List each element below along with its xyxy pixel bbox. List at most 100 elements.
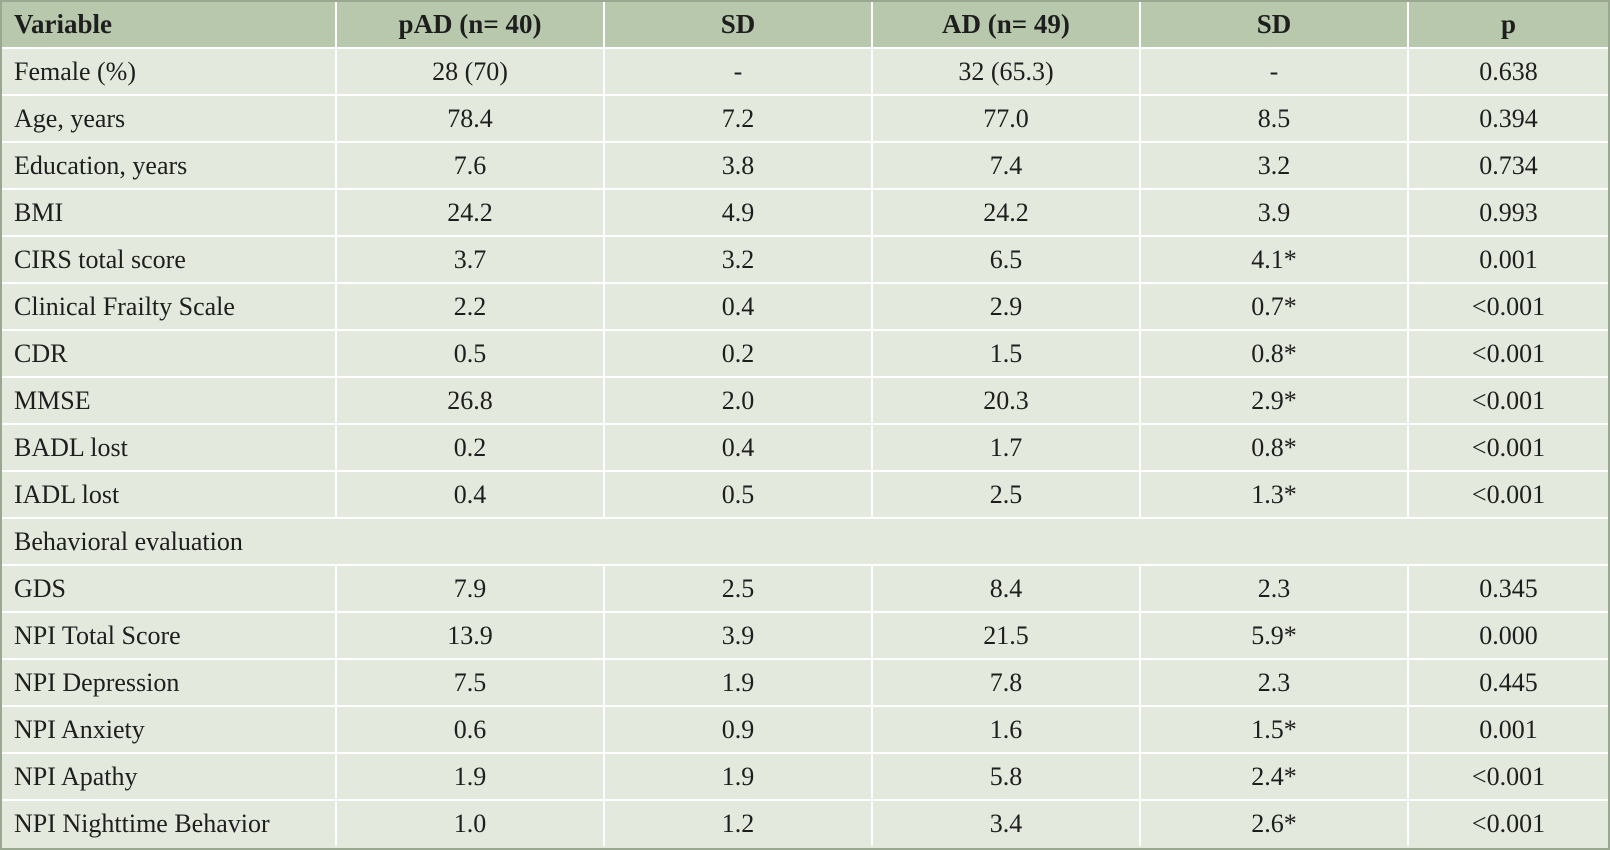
cell-pad-mean: 7.9 xyxy=(336,565,605,613)
table-row: NPI Anxiety 0.6 0.9 1.6 1.5* 0.001 xyxy=(2,706,1608,754)
cell-ad-sd: 0.8* xyxy=(1140,424,1409,472)
cell-ad-sd: 2.3 xyxy=(1140,659,1409,707)
cell-pad-sd: 0.4 xyxy=(604,283,873,331)
cell-ad-mean: 20.3 xyxy=(872,377,1141,425)
cell-pad-sd: 2.0 xyxy=(604,377,873,425)
cell-variable: IADL lost xyxy=(2,471,337,519)
cell-pad-mean: 0.4 xyxy=(336,471,605,519)
cell-ad-sd: 2.9* xyxy=(1140,377,1409,425)
cell-ad-sd: 8.5 xyxy=(1140,95,1409,143)
table-row: Age, years 78.4 7.2 77.0 8.5 0.394 xyxy=(2,95,1608,143)
cell-pad-mean: 1.9 xyxy=(336,753,605,801)
cell-p-value: <0.001 xyxy=(1471,808,1546,838)
cell-variable: Clinical Frailty Scale xyxy=(2,283,337,331)
cell-pad-sd: 3.8 xyxy=(604,142,873,190)
cell-variable: GDS xyxy=(2,565,337,613)
cell-p-value: <0.001 xyxy=(1408,471,1608,519)
cell-pad-mean: 26.8 xyxy=(336,377,605,425)
table-row: IADL lost 0.4 0.5 2.5 1.3* <0.001 xyxy=(2,471,1608,519)
cell-ad-mean: 8.4 xyxy=(872,565,1141,613)
cell-ad-mean: 77.0 xyxy=(872,95,1141,143)
cell-ad-mean: 6.5 xyxy=(872,236,1141,284)
cell-p-value: <0.001 xyxy=(1408,424,1608,472)
cell-ad-sd: 1.3* xyxy=(1140,471,1409,519)
table-row: CIRS total score 3.7 3.2 6.5 4.1* 0.001 xyxy=(2,236,1608,284)
cell-pad-mean: 7.5 xyxy=(336,659,605,707)
table-row: NPI Total Score 13.9 3.9 21.5 5.9* 0.000 xyxy=(2,612,1608,660)
cell-ad-mean: 24.2 xyxy=(872,189,1141,237)
cell-variable: Female (%) xyxy=(2,48,337,96)
cell-pad-mean: 7.6 xyxy=(336,142,605,190)
header-pad-sd: SD xyxy=(604,2,873,49)
cell-pad-mean: 78.4 xyxy=(336,95,605,143)
cell-pad-sd: 1.9 xyxy=(604,659,873,707)
section-label: Behavioral evaluation xyxy=(2,518,1608,566)
cell-variable: BADL lost xyxy=(2,424,337,472)
cell-ad-mean: 1.5 xyxy=(872,330,1141,378)
cell-variable: NPI Anxiety xyxy=(2,706,337,754)
table-section-row: Behavioral evaluation xyxy=(2,518,1608,566)
cell-variable: MMSE xyxy=(2,377,337,425)
table-row: MMSE 26.8 2.0 20.3 2.9* <0.001 xyxy=(2,377,1608,425)
cell-pad-sd: 1.9 xyxy=(604,753,873,801)
cell-variable: CDR xyxy=(2,330,337,378)
cell-ad-mean: 3.4 xyxy=(872,800,1141,846)
cell-ad-mean: 21.5 xyxy=(872,612,1141,660)
cell-ad-sd: 2.4* xyxy=(1140,753,1409,801)
cell-ad-mean: 5.8 xyxy=(872,753,1141,801)
cell-p-value: 0.001 xyxy=(1408,706,1608,754)
cell-p-value: 0.993 xyxy=(1408,189,1608,237)
cell-pad-mean: 0.2 xyxy=(336,424,605,472)
table-row: NPI Apathy 1.9 1.9 5.8 2.4* <0.001 xyxy=(2,753,1608,801)
cell-p-value: 0.345 xyxy=(1408,565,1608,613)
cell-pad-sd: 7.2 xyxy=(604,95,873,143)
table-row: CDR 0.5 0.2 1.5 0.8* <0.001 xyxy=(2,330,1608,378)
cell-ad-mean: 2.9 xyxy=(872,283,1141,331)
cell-pad-sd: 4.9 xyxy=(604,189,873,237)
header-ad-sd: SD xyxy=(1140,2,1409,49)
cell-ad-sd: 2.3 xyxy=(1140,565,1409,613)
cell-ad-mean: 2.5 xyxy=(872,471,1141,519)
cell-ad-mean: 1.6 xyxy=(872,706,1141,754)
cell-ad-mean: 32 (65.3) xyxy=(872,48,1141,96)
cell-p-value: 0.394 xyxy=(1408,95,1608,143)
cell-ad-mean: 7.4 xyxy=(872,142,1141,190)
cell-p-value: 0.445 xyxy=(1408,659,1608,707)
table-header-row: Variable pAD (n= 40) SD AD (n= 49) SD p xyxy=(2,2,1608,49)
cell-variable: NPI Total Score xyxy=(2,612,337,660)
cell-pad-sd: 1.2 xyxy=(604,800,873,846)
cell-pad-sd: 3.2 xyxy=(604,236,873,284)
cell-ad-mean: 1.7 xyxy=(872,424,1141,472)
header-pad: pAD (n= 40) xyxy=(336,2,605,49)
header-p: p xyxy=(1408,2,1608,49)
cell-p-value: 0.000 xyxy=(1408,612,1608,660)
table-row: NPI Nighttime Behavior 1.0 1.2 3.4 2.6* <0.00… xyxy=(2,800,1608,846)
cell-pad-mean: 1.0 xyxy=(336,800,605,846)
cell-pad-mean: 24.2 xyxy=(336,189,605,237)
cell-pad-sd: 0.5 xyxy=(604,471,873,519)
cell-ad-sd: 1.5* xyxy=(1140,706,1409,754)
cell-p-value: <0.001 xyxy=(1408,753,1608,801)
cell-ad-sd: 5.9* xyxy=(1140,612,1409,660)
cell-pad-mean: 2.2 xyxy=(336,283,605,331)
cell-pad-mean: 0.6 xyxy=(336,706,605,754)
cell-variable: Age, years xyxy=(2,95,337,143)
cell-p-value: <0.001 xyxy=(1408,377,1608,425)
cell-variable: NPI Nighttime Behavior xyxy=(2,800,337,846)
cell-ad-sd: - xyxy=(1140,48,1409,96)
cell-variable: Education, years xyxy=(2,142,337,190)
cell-pad-mean: 13.9 xyxy=(336,612,605,660)
cell-ad-sd: 0.7* xyxy=(1140,283,1409,331)
cell-ad-sd: 0.8* xyxy=(1140,330,1409,378)
cell-variable: CIRS total score xyxy=(2,236,337,284)
cell-pad-sd: 0.4 xyxy=(604,424,873,472)
table-row: NPI Depression 7.5 1.9 7.8 2.3 0.445 xyxy=(2,659,1608,707)
table-row: Female (%) 28 (70) -32 (65.3) -0.638 xyxy=(2,48,1608,96)
cell-variable: BMI xyxy=(2,189,337,237)
cell-pad-sd: 3.9 xyxy=(604,612,873,660)
cell-pad-mean: 3.7 xyxy=(336,236,605,284)
cell-variable: NPI Depression xyxy=(2,659,337,707)
cell-ad-sd: 2.6* xyxy=(1140,800,1409,846)
